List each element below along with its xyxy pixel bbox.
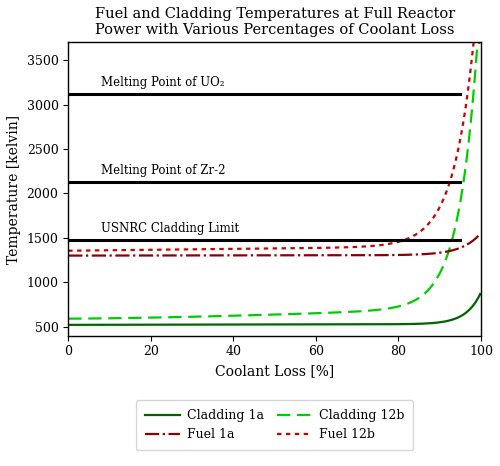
Fuel 12b [470, 40, 476, 45]
Cladding 1a [246, 322, 252, 327]
Cladding 12b [475, 40, 481, 45]
Cladding 12b [65, 316, 71, 322]
Cladding 1a [348, 322, 354, 327]
Fuel 12b [65, 248, 71, 254]
Y-axis label: Temperature [kelvin]: Temperature [kelvin] [7, 115, 21, 264]
Cladding 12b [232, 313, 238, 318]
Text: Melting Point of Zr-2: Melting Point of Zr-2 [101, 164, 226, 177]
Fuel 12b [477, 40, 483, 45]
Cladding 12b [386, 306, 392, 311]
Cladding 1a [394, 322, 400, 327]
Cladding 1a [477, 291, 483, 297]
Cladding 1a [108, 322, 114, 328]
Cladding 12b [394, 304, 400, 309]
Fuel 12b [108, 247, 114, 253]
Fuel 12b [232, 246, 238, 252]
Fuel 12b [386, 241, 392, 247]
X-axis label: Coolant Loss [%]: Coolant Loss [%] [215, 364, 334, 378]
Line: Cladding 12b: Cladding 12b [68, 42, 480, 319]
Title: Fuel and Cladding Temperatures at Full Reactor
Power with Various Percentages of: Fuel and Cladding Temperatures at Full R… [94, 7, 455, 37]
Fuel 1a [232, 253, 238, 258]
Line: Fuel 1a: Fuel 1a [68, 234, 480, 255]
Cladding 12b [348, 309, 354, 315]
Fuel 1a [65, 253, 71, 258]
Cladding 12b [108, 315, 114, 321]
Cladding 1a [386, 322, 392, 327]
Text: USNRC Cladding Limit: USNRC Cladding Limit [101, 222, 239, 235]
Fuel 12b [246, 246, 252, 252]
Fuel 12b [394, 240, 400, 245]
Fuel 1a [348, 253, 354, 258]
Cladding 12b [246, 313, 252, 318]
Fuel 1a [386, 252, 392, 258]
Fuel 1a [246, 253, 252, 258]
Legend: Cladding 1a, Fuel 1a, Cladding 12b, Fuel 12b: Cladding 1a, Fuel 1a, Cladding 12b, Fuel… [136, 400, 413, 450]
Line: Cladding 1a: Cladding 1a [68, 294, 480, 325]
Fuel 12b [348, 244, 354, 250]
Fuel 1a [394, 252, 400, 258]
Line: Fuel 12b: Fuel 12b [68, 42, 480, 251]
Text: Melting Point of UO₂: Melting Point of UO₂ [101, 76, 224, 89]
Cladding 1a [232, 322, 238, 328]
Cladding 1a [65, 322, 71, 328]
Cladding 12b [477, 40, 483, 45]
Fuel 1a [108, 253, 114, 258]
Fuel 1a [477, 231, 483, 237]
